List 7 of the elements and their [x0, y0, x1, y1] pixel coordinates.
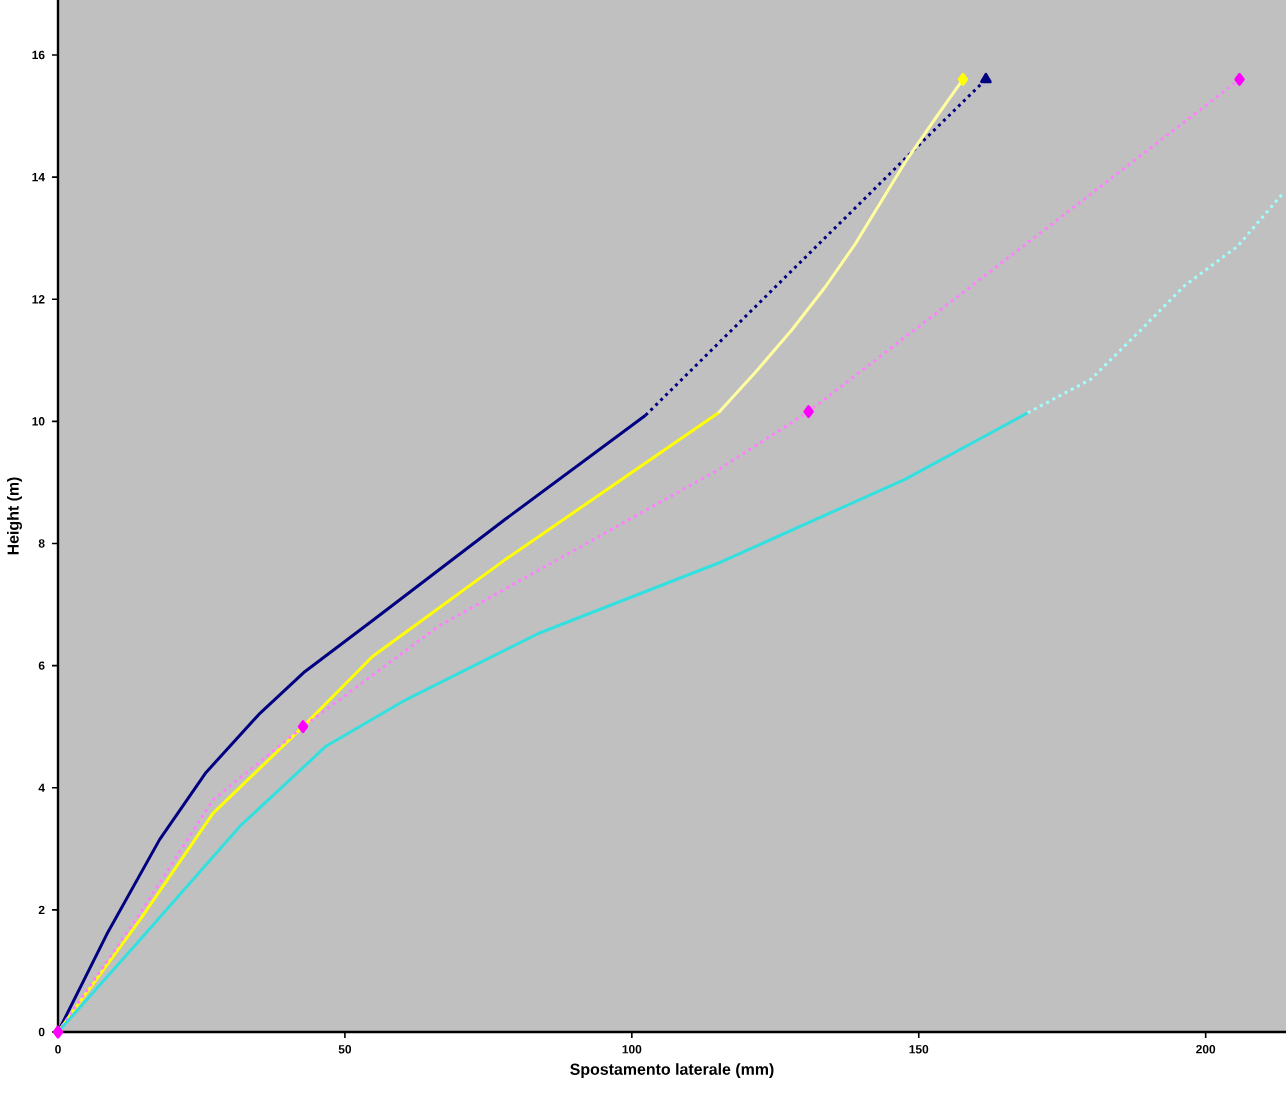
point — [297, 720, 309, 734]
point — [957, 72, 969, 86]
line-series — [1026, 190, 1286, 415]
point — [803, 405, 814, 419]
point — [980, 72, 992, 84]
point — [52, 1025, 64, 1039]
point — [1234, 72, 1245, 86]
